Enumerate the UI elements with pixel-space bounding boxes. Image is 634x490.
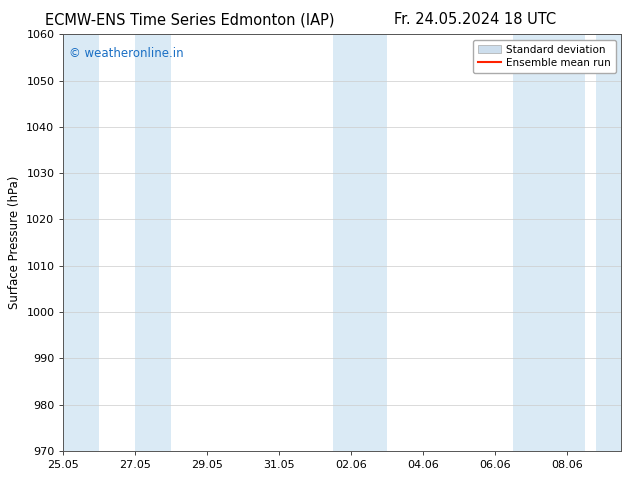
Bar [136,34,171,451]
Bar [63,34,100,451]
Bar [514,34,585,451]
Text: Fr. 24.05.2024 18 UTC: Fr. 24.05.2024 18 UTC [394,12,557,27]
Bar [333,34,387,451]
Bar [596,34,621,451]
Y-axis label: Surface Pressure (hPa): Surface Pressure (hPa) [8,176,21,309]
Text: © weatheronline.in: © weatheronline.in [69,47,184,60]
Text: ECMW-ENS Time Series Edmonton (IAP): ECMW-ENS Time Series Edmonton (IAP) [46,12,335,27]
Legend: Standard deviation, Ensemble mean run: Standard deviation, Ensemble mean run [473,40,616,73]
